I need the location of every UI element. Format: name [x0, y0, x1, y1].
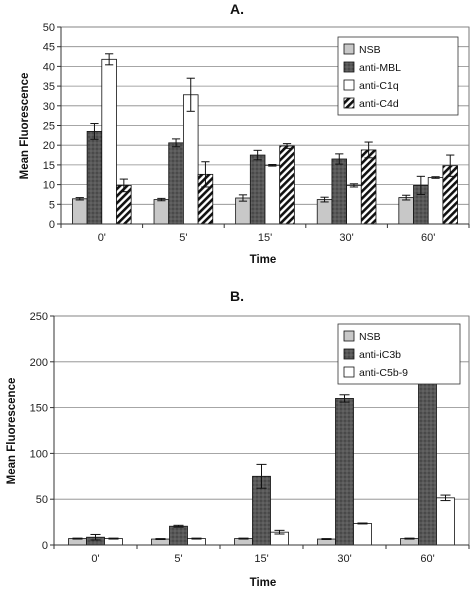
y-tick-label: 35 [43, 81, 55, 93]
bar [335, 398, 354, 546]
bar [86, 131, 103, 225]
y-tick-label: 0 [49, 219, 55, 231]
x-tick-label: 30' [337, 553, 351, 565]
bar [346, 184, 362, 225]
y-tick-label: 0 [42, 540, 48, 552]
bar [153, 199, 170, 225]
x-tick-label: 30' [339, 232, 353, 244]
x-tick-label: 5' [179, 232, 187, 244]
bar [249, 154, 266, 225]
x-tick-label: 15' [254, 553, 268, 565]
bar [169, 525, 188, 546]
error-bars [75, 53, 455, 203]
legend-label: NSB [359, 331, 381, 343]
x-tick-label: 0' [91, 553, 99, 565]
bar [427, 177, 444, 225]
series-anti-C5b-9 [104, 497, 455, 546]
x-tick-label: 60' [420, 553, 434, 565]
bar [104, 538, 123, 546]
legend-label: anti-iC3b [359, 349, 401, 361]
legend-box [337, 36, 459, 116]
bar [279, 145, 295, 225]
y-tick-label: 100 [30, 448, 48, 460]
bar [331, 158, 347, 225]
bar [398, 197, 414, 225]
y-tick-label: 40 [43, 61, 55, 73]
y-tick-label: 10 [43, 180, 55, 192]
legend-swatch [343, 79, 355, 91]
bar [264, 164, 281, 225]
legend-swatch [343, 348, 355, 360]
x-tick-label: 0' [98, 232, 106, 244]
y-tick-label: 15 [43, 160, 55, 172]
legend-swatch [343, 61, 355, 73]
y-axis-ticks: 0 50 100 150 200 250 [30, 311, 54, 552]
legend-label: anti-C4d [359, 98, 399, 110]
y-tick-label: 20 [43, 140, 55, 152]
plot-area: 0 50 100 150 200 250 0' 5' 15' 30' 60' NSB anti-iC3b… [30, 311, 470, 565]
x-axis-ticks: 0' 5' 15' 30' 60' [53, 545, 470, 565]
x-axis-label: Time [250, 577, 277, 589]
legend-swatch [343, 330, 355, 342]
y-axis-ticks: 0 5 10 15 20 25 30 35 40 45 50 [43, 22, 61, 231]
bar [360, 149, 377, 225]
x-axis-ticks: 0' 5' 15' 30' 60' [60, 224, 470, 244]
bar [168, 142, 184, 225]
bar [72, 198, 88, 225]
bar [235, 197, 251, 225]
legend-label: anti-C1q [359, 80, 399, 92]
plot-area: 0 5 10 15 20 25 30 35 40 45 50 0' 5' 15' 30' 60' NSB anti… [43, 22, 470, 244]
bar [187, 538, 206, 546]
legend-label: NSB [359, 44, 381, 56]
y-tick-label: 200 [30, 357, 48, 369]
y-tick-label: 250 [30, 311, 48, 323]
bar [68, 538, 87, 546]
chart-title: B. [230, 288, 244, 304]
bar [400, 538, 419, 546]
y-tick-label: 50 [43, 22, 55, 34]
y-tick-label: 30 [43, 101, 55, 113]
y-tick-label: 5 [49, 199, 55, 211]
legend: NSB anti-iC3b anti-C5b-9 [337, 323, 461, 385]
error-bars [72, 340, 451, 541]
y-axis-label: Mean Fluorescence [19, 73, 31, 180]
bar [101, 58, 117, 225]
legend-box [337, 323, 461, 385]
x-tick-label: 60' [421, 232, 435, 244]
series-anti-iC3b [86, 349, 437, 546]
legend-swatch [343, 366, 355, 378]
bar [182, 94, 199, 225]
chart-panel-a: A. Mean Fluorescence Time 0 5 10 15 20 25 30 35… [19, 1, 470, 266]
bars [68, 349, 455, 546]
bar [234, 538, 253, 546]
y-axis-label: Mean Fluorescence [6, 378, 18, 485]
y-tick-label: 50 [36, 494, 48, 506]
x-tick-label: 15' [258, 232, 272, 244]
y-tick-label: 25 [43, 121, 55, 133]
y-tick-label: 45 [43, 42, 55, 54]
bar [436, 497, 455, 546]
y-tick-label: 150 [30, 403, 48, 415]
chart-panel-b: B. Mean Fluorescence Time 0 50 100 150 200 25… [6, 288, 470, 589]
legend-swatch [343, 43, 355, 55]
legend-label: anti-MBL [359, 62, 401, 74]
legend-label: anti-C5b-9 [359, 367, 408, 379]
legend: NSB anti-MBL anti-C1q anti-C4d [337, 36, 459, 116]
legend-swatch [343, 97, 355, 109]
x-axis-label: Time [250, 254, 277, 266]
bar [353, 523, 372, 546]
x-tick-label: 5' [174, 553, 182, 565]
chart-title: A. [230, 1, 244, 17]
bar [316, 199, 333, 225]
